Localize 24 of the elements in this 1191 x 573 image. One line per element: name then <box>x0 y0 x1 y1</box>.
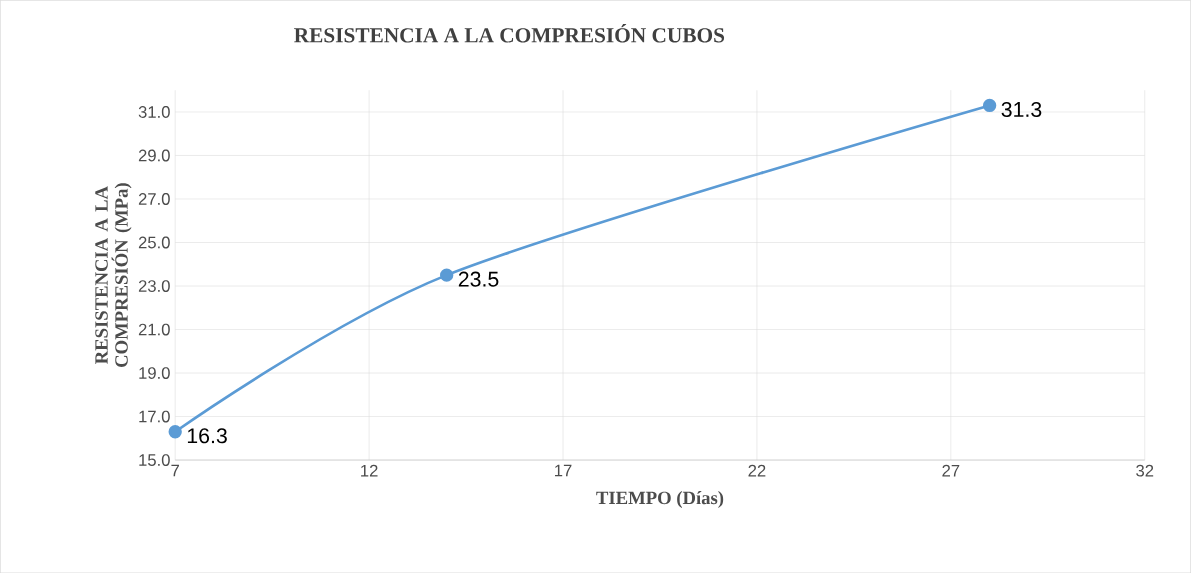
y-tick-label: 25.0 <box>138 236 170 249</box>
y-tick-label: 23.0 <box>138 280 170 292</box>
point <box>982 98 997 112</box>
x-axis-title: TIEMPO (Días) <box>596 490 724 508</box>
x-tick-label: 32 <box>1136 464 1154 477</box>
data-label: 31.3 <box>1001 101 1042 117</box>
data-label: 16.3 <box>187 428 227 444</box>
y-tick-label: 31.0 <box>138 105 170 118</box>
point <box>168 424 182 439</box>
point <box>440 268 454 282</box>
y-axis-title: RESISTENCIA A LA COMPRESIÓN (MPa) <box>95 183 132 367</box>
y-tick-label: 27.0 <box>138 192 170 205</box>
y-tick-label: 29.0 <box>138 149 170 162</box>
y-tick-label: 21.0 <box>138 323 170 336</box>
y-tick-label: 19.0 <box>139 367 170 379</box>
x-tick-label: 27 <box>942 464 960 477</box>
x-tick-label: 17 <box>555 464 572 477</box>
x-tick-label: 22 <box>748 464 766 477</box>
x-tick-label: 12 <box>361 464 378 477</box>
data-label: 23.5 <box>458 271 499 287</box>
y-tick-label: 17.0 <box>139 410 170 423</box>
chart-title: RESISTENCIA A LA COMPRESIÓN CUBOS <box>294 23 725 43</box>
y-tick-label: 15.0 <box>139 454 170 466</box>
x-tick-label: 7 <box>171 464 179 477</box>
